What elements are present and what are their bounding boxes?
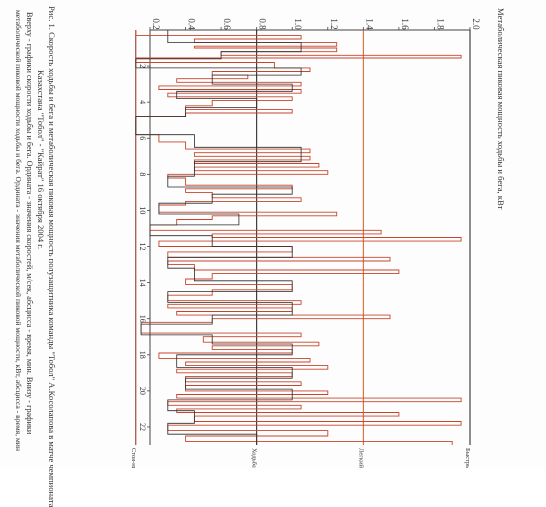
value-tick-label: 1.8 xyxy=(435,18,445,30)
caption-line-2: Казахстана "Тобол" - "Кайрат" 16 октября… xyxy=(36,70,46,250)
time-ticks: 2 4 6 8 10 12 14 16 18 20 22 xyxy=(138,64,150,431)
title-layer: Метаболическая пиковая мощность ходьбы и… xyxy=(496,8,506,210)
time-tick-label: 12 xyxy=(138,243,147,251)
series-line-0 xyxy=(135,30,462,445)
value-tick-label: 2.0 xyxy=(471,18,481,30)
time-tick-label: 22 xyxy=(138,423,147,431)
value-tick-label: 0.6 xyxy=(222,18,232,30)
time-tick-label: 2 xyxy=(138,64,147,68)
value-tick-label: 0.8 xyxy=(258,18,268,30)
time-tick-label: 10 xyxy=(138,206,147,214)
time-tick-label: 8 xyxy=(138,172,147,176)
value-tick-label: 1.2 xyxy=(329,18,339,29)
series-layer xyxy=(135,30,462,445)
figure-page: 0.2 0.4 0.6 0.8 1.0 1.2 1.4 1.6 1.8 2.0 2 4 6 8 10 12 1… xyxy=(14,6,506,507)
value-tick-label: 0.2 xyxy=(151,18,161,29)
reference-label-0: Стоя-ние xyxy=(130,448,137,468)
value-tick-label: 1.4 xyxy=(364,18,374,30)
time-tick-label: 16 xyxy=(138,315,147,323)
caption-line-4: метаболической пиковой мощности ходьбы и… xyxy=(14,10,23,451)
time-tick-label: 14 xyxy=(138,279,147,287)
reference-label-1: Ходьба xyxy=(251,448,258,468)
reference-label-3: Быстрый бег xyxy=(464,448,471,468)
time-tick-label: 20 xyxy=(138,387,147,395)
power-chart: 0.2 0.4 0.6 0.8 1.0 1.2 1.4 1.6 1.8 2.0 2 4 6 8 10 12 1… xyxy=(130,8,506,484)
chart-title: Метаболическая пиковая мощность ходьбы и… xyxy=(496,8,506,210)
reference-labels: Стоя-ние Ходьба Легкий бег Быстрый бег xyxy=(130,448,471,484)
value-tick-label: 1.6 xyxy=(400,18,410,30)
caption-line-3: Вверху - графики скорости ходьбы и бега.… xyxy=(25,12,34,435)
time-tick-label: 4 xyxy=(138,100,147,104)
series-line-1 xyxy=(135,30,302,445)
value-tick-label: 1.0 xyxy=(293,18,303,30)
time-tick-label: 6 xyxy=(138,136,147,140)
reference-label-2: Легкий бег xyxy=(357,448,364,468)
time-tick-label: 18 xyxy=(138,351,147,359)
caption-line-1: Рис. 1. Скорость ходьбы и бега и метабол… xyxy=(47,6,57,507)
value-tick-label: 0.4 xyxy=(187,18,197,30)
value-ticks: 0.2 0.4 0.6 0.8 1.0 1.2 1.4 1.6 1.8 2.0 xyxy=(149,18,481,30)
